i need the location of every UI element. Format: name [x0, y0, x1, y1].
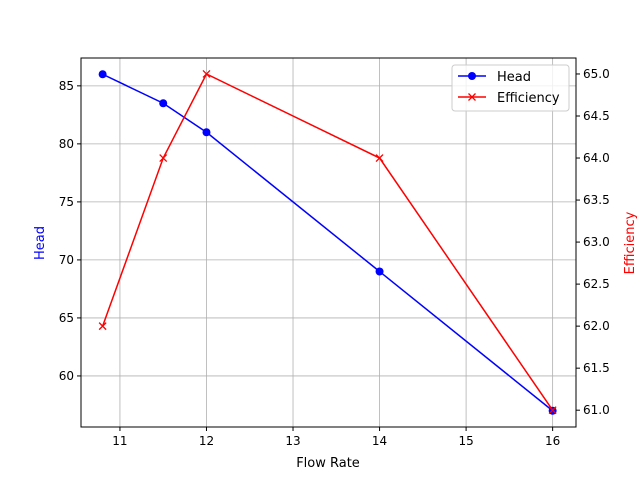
data-point-efficiency — [202, 70, 211, 78]
data-point-efficiency — [159, 154, 168, 162]
data-point-efficiency — [98, 322, 107, 331]
y-tick-label: 60 — [59, 369, 74, 383]
plot-frame — [80, 57, 577, 428]
legend-efficiency-label: Efficiency — [497, 91, 560, 106]
grid — [81, 58, 576, 427]
y2-tick-label: 61.5 — [583, 361, 610, 375]
y-tick-label: 80 — [59, 137, 74, 151]
y-tick-label: 75 — [59, 195, 74, 209]
data-point-head — [159, 99, 168, 108]
y-tick-label: 65 — [59, 311, 74, 325]
y2-tick-label: 65.0 — [583, 67, 610, 81]
data-point-head — [202, 128, 211, 137]
legend: Head Efficiency — [451, 64, 570, 112]
legend-head-label: Head — [497, 70, 531, 85]
x-tick-label: 15 — [458, 434, 473, 448]
y2-tick-label: 62.5 — [583, 277, 610, 291]
data-point-efficiency — [375, 154, 384, 162]
legend-head-marker — [468, 72, 476, 80]
series-line-efficiency — [101, 72, 554, 411]
y-tick-label: 70 — [59, 253, 74, 267]
x-axis-label: Flow Rate — [296, 456, 360, 471]
data-point-efficiency — [548, 406, 557, 415]
y2-tick-label: 63.5 — [583, 193, 610, 207]
y2-tick-label: 63.0 — [583, 235, 610, 249]
x-tick-label: 14 — [372, 434, 387, 448]
series-line-head — [102, 73, 554, 412]
y2-tick-label: 64.0 — [583, 151, 610, 165]
x-tick-label: 11 — [112, 434, 127, 448]
legend-efficiency-marker — [468, 93, 476, 101]
y2-tick-label: 64.5 — [583, 109, 610, 123]
y-axis-label: Head — [33, 226, 48, 260]
y-tick-label: 85 — [59, 79, 74, 93]
x-tick-label: 13 — [285, 434, 300, 448]
y2-axis-label: Efficiency — [623, 211, 638, 274]
y2-tick-label: 61.0 — [583, 403, 610, 417]
data-point-head — [375, 267, 384, 276]
data-point-head — [98, 70, 107, 79]
x-tick-label: 12 — [199, 434, 214, 448]
x-tick-label: 16 — [545, 434, 560, 448]
y2-tick-label: 62.0 — [583, 319, 610, 333]
